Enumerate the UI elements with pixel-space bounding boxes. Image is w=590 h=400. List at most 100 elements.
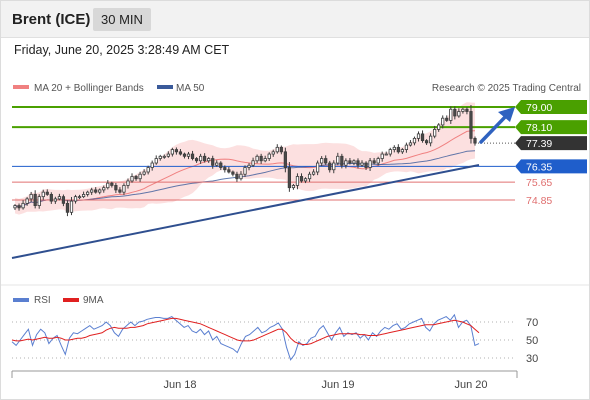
candle (243, 165, 247, 178)
candle (299, 173, 304, 183)
legend-swatch-9ma (63, 298, 79, 302)
candle (388, 147, 392, 157)
candle-body (142, 171, 146, 175)
candle (65, 200, 70, 217)
candle (118, 187, 122, 194)
x-tick-label: Jun 20 (454, 379, 487, 391)
candle-body (73, 196, 78, 202)
candle-body (360, 162, 364, 166)
candle (194, 157, 199, 163)
candle-body (445, 117, 449, 121)
candle (469, 104, 473, 144)
x-tick-label: Jun 18 (163, 379, 196, 391)
candle-body (364, 162, 368, 168)
candle-body (404, 144, 409, 150)
candle (445, 115, 449, 122)
candle-body (388, 149, 392, 155)
candle-body (324, 158, 328, 164)
candle-body (190, 153, 195, 159)
candle-body (49, 193, 53, 202)
candle-body (25, 198, 29, 204)
candle-body (239, 173, 243, 180)
candle (372, 157, 376, 165)
price-tag-label: 76.35 (526, 161, 552, 173)
candle (102, 185, 106, 193)
legend-label-bollinger: MA 20 + Bollinger Bands (34, 83, 144, 94)
candle (275, 144, 279, 154)
candle (57, 193, 61, 201)
candle (457, 108, 461, 118)
candle-body (118, 189, 122, 193)
candle (37, 194, 41, 209)
timestamp: Friday, June 20, 2025 3:28:49 AM CET (14, 43, 230, 57)
candle-body (182, 153, 187, 157)
price-tag-bg (515, 120, 587, 135)
candle (295, 173, 300, 190)
candle (21, 200, 25, 210)
candle-body (368, 160, 372, 168)
candle-body (166, 153, 170, 157)
candle-body (194, 158, 199, 162)
candle (13, 204, 17, 210)
candle (106, 180, 110, 190)
candle (433, 125, 437, 139)
candle-body (235, 173, 239, 180)
candle (441, 115, 445, 129)
candle (424, 139, 429, 145)
candle-body (251, 160, 255, 166)
candle-body (328, 162, 332, 171)
candle (437, 123, 441, 132)
candle (263, 155, 267, 163)
candle-body (227, 169, 231, 173)
candle-body (199, 155, 203, 162)
legend-label-9ma: 9MA (83, 295, 104, 306)
legend-label-ma50: MA 50 (176, 83, 205, 94)
candle (279, 145, 283, 155)
candle (61, 194, 66, 207)
candle-body (146, 167, 150, 173)
price-tag-label: 78.10 (526, 122, 552, 134)
candle (174, 147, 179, 155)
candle-body (453, 108, 457, 117)
candle-body (320, 158, 324, 164)
candle (146, 165, 150, 175)
candle-body (65, 202, 70, 213)
projection-arrow (479, 107, 515, 144)
price-tag-label: 79.00 (526, 102, 552, 114)
candle (324, 155, 328, 165)
interval-badge[interactable]: 30 MIN (93, 8, 151, 31)
candle (307, 171, 312, 182)
candle (404, 142, 409, 153)
candle-body (332, 162, 336, 171)
candle (465, 107, 469, 115)
candle (227, 166, 231, 174)
bollinger-band-fill (15, 102, 475, 215)
candle-body (77, 196, 82, 199)
candle-body (316, 162, 320, 173)
candle-body (106, 182, 110, 189)
candle-body (336, 155, 340, 164)
candle-body (259, 155, 263, 162)
x-tick-label: Jun 19 (321, 379, 354, 391)
candle (336, 152, 340, 166)
candle (271, 149, 275, 157)
candle (251, 157, 255, 168)
candle-body (372, 160, 376, 164)
candle (344, 158, 348, 169)
candle-body (21, 202, 25, 209)
candle (291, 183, 296, 190)
candle (247, 163, 251, 171)
rsi-9ma-line (11, 317, 480, 345)
candle (449, 106, 453, 124)
candle (316, 160, 320, 176)
candle-body (461, 108, 465, 112)
candle (73, 194, 78, 204)
candle (392, 145, 396, 153)
candle-body (420, 133, 425, 142)
price-tag-label: 77.39 (526, 138, 552, 150)
candle (134, 175, 138, 181)
candle-body (384, 153, 388, 156)
candle-body (307, 173, 312, 180)
candle-body (223, 167, 227, 171)
